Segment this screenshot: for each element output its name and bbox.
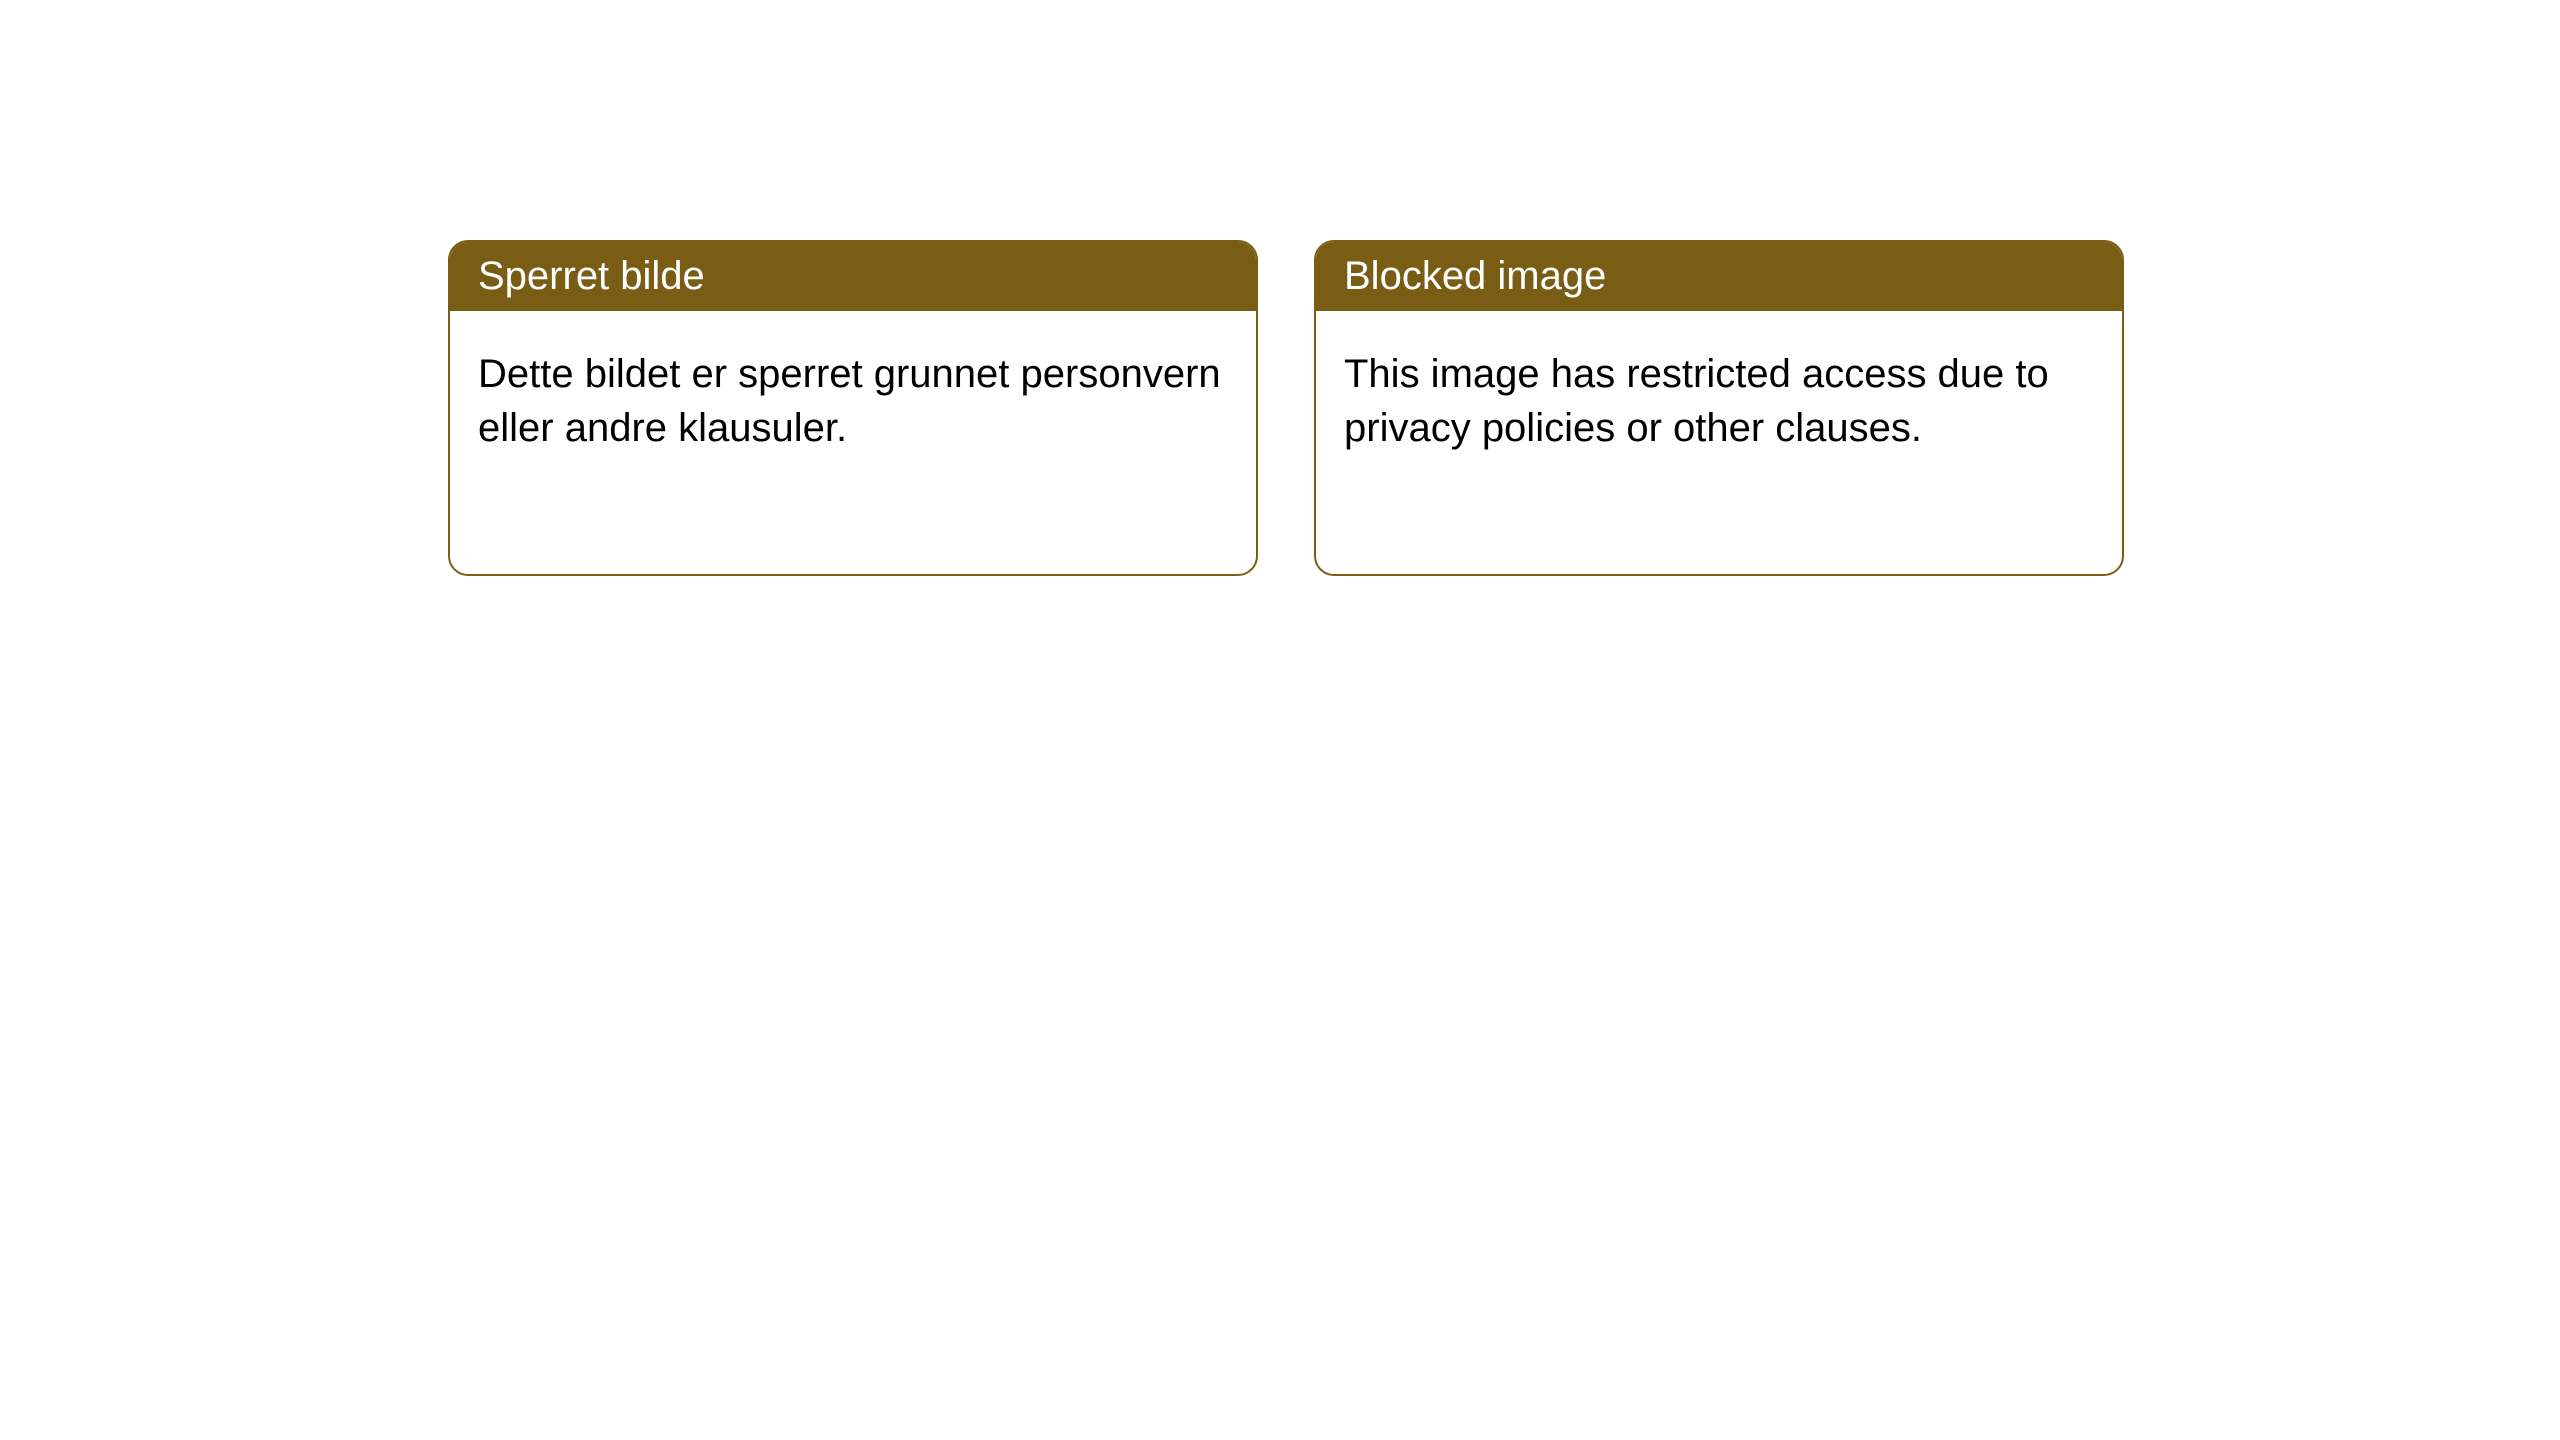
- card-header-no: Sperret bilde: [450, 242, 1256, 311]
- card-title-en: Blocked image: [1344, 254, 1606, 298]
- card-header-en: Blocked image: [1316, 242, 2122, 311]
- card-title-no: Sperret bilde: [478, 254, 705, 298]
- blocked-image-card-en: Blocked image This image has restricted …: [1314, 240, 2124, 576]
- card-body-en: This image has restricted access due to …: [1316, 311, 2122, 491]
- card-body-text-en: This image has restricted access due to …: [1344, 352, 2049, 450]
- blocked-image-card-no: Sperret bilde Dette bildet er sperret gr…: [448, 240, 1258, 576]
- card-body-no: Dette bildet er sperret grunnet personve…: [450, 311, 1256, 491]
- cards-container: Sperret bilde Dette bildet er sperret gr…: [0, 0, 2560, 576]
- card-body-text-no: Dette bildet er sperret grunnet personve…: [478, 352, 1221, 450]
